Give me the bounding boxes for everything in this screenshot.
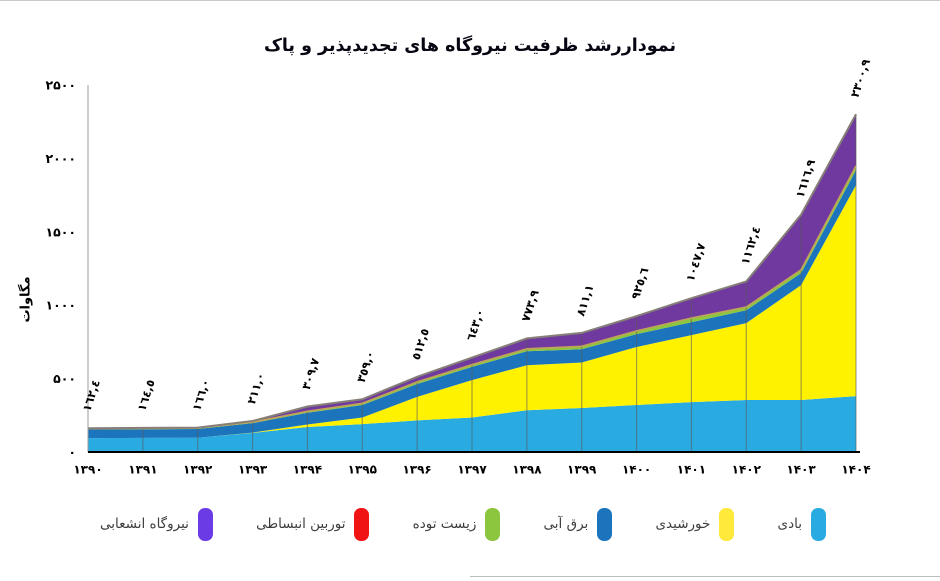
y-tick-label: ۲۰۰۰ bbox=[45, 151, 76, 166]
legend-label-biomass: زیست توده bbox=[412, 516, 477, 532]
legend-item-solar: خورشیدی bbox=[655, 507, 735, 541]
data-label: ١٦٦,٠ bbox=[189, 377, 212, 412]
data-label: ١٦٤,٥ bbox=[134, 378, 157, 413]
data-label: ٥١٢,٥ bbox=[409, 327, 432, 362]
legend-swatch-distributed bbox=[197, 507, 213, 541]
legend-item-biomass: زیست توده bbox=[412, 507, 501, 541]
data-label: ٣٠٩,٧ bbox=[299, 356, 322, 391]
legend-item-hydro: برق آبی bbox=[543, 507, 613, 541]
legend-swatch-wind bbox=[811, 507, 826, 541]
data-label: ٩٢٥,٦ bbox=[628, 266, 651, 301]
data-label: ١١٦٢,٤ bbox=[738, 224, 764, 266]
x-tick-label: ۱۳۹۸ bbox=[512, 463, 542, 477]
legend-label-solar: خورشیدی bbox=[655, 516, 711, 532]
area-series-solar bbox=[88, 185, 856, 439]
legend-swatch-expansion-turbine bbox=[354, 507, 370, 541]
data-label: ١٦٢,٤ bbox=[80, 378, 103, 413]
x-tick-label: ۱۳۹۰ bbox=[73, 463, 102, 477]
data-label: ٨١١,١ bbox=[573, 283, 596, 318]
data-label: ٧٧٣,٩ bbox=[518, 288, 541, 323]
legend-swatch-hydro bbox=[597, 507, 613, 541]
x-tick-label: ۱۴۰۴ bbox=[841, 463, 870, 477]
legend-item-expansion-turbine: توربین انبساطی bbox=[256, 507, 370, 541]
legend-item-distributed: نیروگاه انشعابی bbox=[100, 507, 213, 541]
y-tick-label: ۰ bbox=[68, 445, 76, 460]
y-tick-label: ۱۵۰۰ bbox=[45, 224, 76, 239]
data-label: ٢٣٠٠,٩ bbox=[848, 57, 874, 99]
x-tick-label: ۱۳۹۲ bbox=[183, 463, 213, 477]
chart-legend: بادی خورشیدی برق آبی زیست توده توربین انبساط… bbox=[100, 499, 826, 549]
legend-label-expansion-turbine: توربین انبساطی bbox=[256, 516, 346, 532]
x-tick-label: ۱۳۹۴ bbox=[293, 463, 322, 477]
x-tick-label: ۱۳۹۹ bbox=[567, 463, 597, 477]
legend-swatch-solar bbox=[719, 507, 735, 541]
page-bottom-border bbox=[470, 576, 940, 577]
data-label: ٣٥٩,٠ bbox=[354, 349, 377, 384]
y-tick-label: ۵۰۰ bbox=[53, 371, 76, 386]
legend-swatch-biomass bbox=[485, 507, 501, 541]
x-tick-label: ۱۳۹۷ bbox=[457, 463, 487, 477]
legend-label-distributed: نیروگاه انشعابی bbox=[100, 516, 189, 532]
stack-top-outline bbox=[87, 113, 857, 430]
legend-label-wind: بادی bbox=[777, 516, 802, 532]
page-top-border bbox=[0, 0, 940, 1]
x-tick-label: ۱۴۰۱ bbox=[677, 463, 706, 477]
x-tick-label: ۱۴۰۰ bbox=[622, 463, 651, 477]
x-tick-label: ۱۴۰۳ bbox=[786, 463, 816, 477]
legend-item-wind: بادی bbox=[777, 507, 826, 541]
y-tick-label: ۲۵۰۰ bbox=[45, 78, 76, 93]
chart-title: نموداررشد ظرفیت نیروگاه های تجدیدپذیر و … bbox=[263, 36, 677, 56]
x-tick-label: ۱۳۹۳ bbox=[238, 463, 268, 477]
x-tick-label: ۱۴۰۲ bbox=[732, 463, 762, 477]
legend-label-hydro: برق آبی bbox=[543, 516, 589, 532]
data-label: ٢١١,٠ bbox=[244, 371, 267, 406]
data-label: ١٠٤٧,٧ bbox=[683, 241, 709, 283]
y-tick-label: ۱۰۰۰ bbox=[45, 298, 76, 313]
x-tick-label: ۱۳۹۱ bbox=[128, 463, 157, 477]
data-label: ٦٤٣,٠ bbox=[464, 307, 487, 342]
x-tick-label: ۱۳۹۶ bbox=[402, 463, 431, 477]
x-tick-label: ۱۳۹۵ bbox=[348, 463, 377, 477]
